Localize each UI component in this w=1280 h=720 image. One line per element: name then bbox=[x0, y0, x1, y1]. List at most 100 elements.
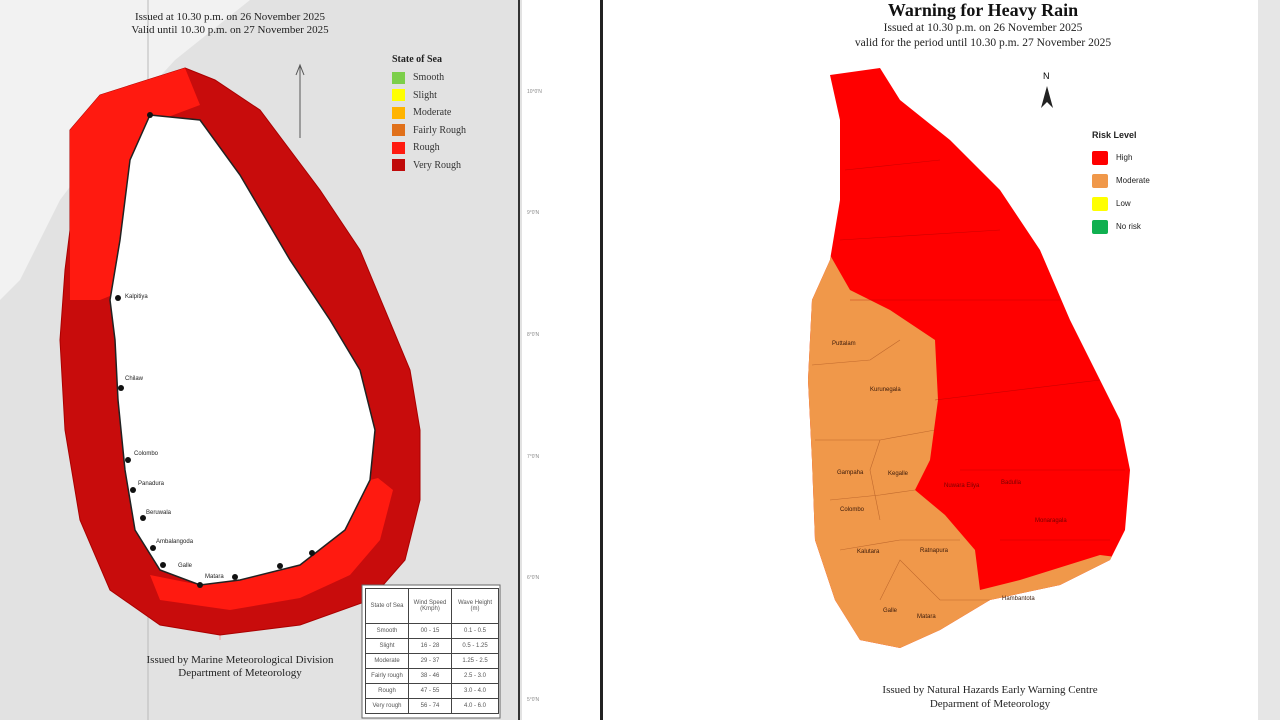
district-label: Badulla bbox=[1001, 480, 1022, 486]
table-cell: 56 - 74 bbox=[408, 698, 452, 714]
legend-swatch bbox=[1092, 219, 1108, 234]
legend-label: Smooth bbox=[413, 72, 445, 84]
legend-label: Moderate bbox=[413, 107, 452, 119]
table-cell: 1.25 - 2.5 bbox=[451, 653, 499, 669]
table-row: Very rough 56 - 74 4.0 - 6.0 bbox=[365, 698, 499, 714]
legend-swatch bbox=[392, 124, 405, 137]
table-row: Smooth 00 - 15 0.1 - 0.5 bbox=[365, 623, 499, 639]
district-label: Nuwara Eliya bbox=[944, 483, 980, 489]
legend-swatch bbox=[392, 106, 405, 119]
sea-state-map-panel: Issued at 10.30 p.m. on 26 November 2025… bbox=[0, 0, 522, 720]
place-label: Matara bbox=[205, 574, 224, 580]
table-row: Slight 16 - 28 0.5 - 1.25 bbox=[365, 638, 499, 654]
legend-swatch bbox=[1092, 196, 1108, 211]
table-header: State of Sea bbox=[365, 588, 409, 624]
sri-lanka-island bbox=[109, 114, 376, 586]
legend-title: State of Sea bbox=[392, 54, 442, 65]
legend-item: Slight bbox=[392, 87, 517, 105]
latitude-axis bbox=[522, 0, 600, 720]
lat-tick-label: 5°0'N bbox=[527, 697, 540, 703]
lat-tick-label: 7°0'N bbox=[527, 454, 540, 460]
lat-tick-label: 9°0'N bbox=[527, 210, 540, 216]
district-label: Kegalle bbox=[888, 471, 909, 477]
rain-footer-centre: Issued by Natural Hazards Early Warning … bbox=[882, 684, 1098, 696]
table-header: Wind Speed (Kmph) bbox=[408, 588, 452, 624]
rough-sea-zone-northwest bbox=[70, 68, 200, 300]
district-label: Colombo bbox=[840, 507, 865, 513]
legend-item: Rough bbox=[392, 139, 517, 157]
place-label: Colombo bbox=[134, 451, 159, 457]
table-cell: 0.5 - 1.25 bbox=[451, 638, 499, 654]
table-cell: 38 - 46 bbox=[408, 668, 452, 684]
legend-label: Low bbox=[1116, 199, 1131, 208]
legend-label: Moderate bbox=[1116, 176, 1150, 185]
place-label: Kalpitiya bbox=[125, 294, 148, 300]
table-cell: 3.0 - 4.0 bbox=[451, 683, 499, 699]
legend-label: Slight bbox=[413, 89, 437, 101]
legend-item: No risk bbox=[1092, 215, 1192, 238]
table-cell: Smooth bbox=[365, 623, 409, 639]
legend-item: Smooth bbox=[392, 69, 517, 87]
landmass-india bbox=[0, 0, 250, 300]
legend-label: Very Rough bbox=[413, 159, 462, 171]
right-edge bbox=[1258, 0, 1280, 720]
district-label: Matara bbox=[917, 614, 936, 620]
table-row: Rough 47 - 55 3.0 - 4.0 bbox=[365, 683, 499, 699]
district-label: Kurunegala bbox=[870, 387, 901, 393]
legend-item: Moderate bbox=[392, 104, 517, 122]
district-label: Gampaha bbox=[837, 470, 864, 476]
district-label: Hambantota bbox=[1002, 596, 1035, 602]
district-label: Puttalam bbox=[832, 341, 856, 347]
table-cell: 0.1 - 0.5 bbox=[451, 623, 499, 639]
legend-label: No risk bbox=[1116, 222, 1141, 231]
table-cell: Rough bbox=[365, 683, 409, 699]
rough-sea-zone-south bbox=[150, 478, 393, 610]
place-label: Chilaw bbox=[125, 376, 144, 382]
lat-tick-label: 8°0'N bbox=[527, 332, 540, 338]
legend-item: Low bbox=[1092, 192, 1192, 215]
table-cell: 47 - 55 bbox=[408, 683, 452, 699]
legend-label: High bbox=[1116, 153, 1133, 162]
risk-level-legend: Risk Level High Moderate Low No risk bbox=[1092, 130, 1192, 238]
legend-item: Moderate bbox=[1092, 169, 1192, 192]
table-header: Wave Height (m) bbox=[451, 588, 499, 624]
table-row: Fairly rough 38 - 46 2.5 - 3.0 bbox=[365, 668, 499, 684]
lat-tick-label: 10°0'N bbox=[527, 89, 542, 95]
district-label: Galle bbox=[883, 608, 898, 614]
legend-item: Fairly Rough bbox=[392, 122, 517, 140]
legend-swatch bbox=[1092, 150, 1108, 165]
legend-swatch bbox=[1092, 173, 1108, 188]
coastal-stations bbox=[115, 112, 315, 588]
sea-footer-division: Issued by Marine Meteorological Division bbox=[146, 654, 334, 666]
district-label: Ratnapura bbox=[920, 548, 949, 554]
sea-issued-text: Issued at 10.30 p.m. on 26 November 2025 bbox=[134, 11, 326, 23]
place-label: Panadura bbox=[138, 481, 165, 487]
legend-swatch bbox=[392, 141, 405, 154]
lat-tick-label: 6°0'N bbox=[527, 575, 540, 581]
district-label: Monaragala bbox=[1035, 518, 1067, 524]
sea-state-table: State of Sea Wind Speed (Kmph) Wave Heig… bbox=[365, 588, 499, 714]
table-cell: 16 - 28 bbox=[408, 638, 452, 654]
district-label: Kalutara bbox=[857, 549, 880, 555]
heavy-rain-map-panel: Warning for Heavy Rain Issued at 10.30 p… bbox=[603, 0, 1258, 720]
legend-label: Fairly Rough bbox=[413, 124, 467, 136]
panel-divider bbox=[600, 0, 603, 720]
rain-issued-text: Issued at 10.30 p.m. on 26 November 2025 bbox=[883, 22, 1083, 34]
sea-footer-department: Department of Meteorology bbox=[178, 667, 302, 679]
place-label: Ambalangoda bbox=[156, 539, 194, 545]
table-cell: 00 - 15 bbox=[408, 623, 452, 639]
legend-swatch bbox=[392, 71, 405, 84]
north-arrow-icon bbox=[295, 63, 305, 138]
sea-state-legend: State of Sea Smooth Slight Moderate Fairly … bbox=[392, 54, 517, 174]
table-row: Moderate 29 - 37 1.25 - 2.5 bbox=[365, 653, 499, 669]
table-cell: 2.5 - 3.0 bbox=[451, 668, 499, 684]
table-cell: Slight bbox=[365, 638, 409, 654]
table-cell: Very rough bbox=[365, 698, 409, 714]
sea-valid-text: Valid until 10.30 p.m. on 27 November 20… bbox=[131, 24, 329, 36]
legend-label: Rough bbox=[413, 142, 440, 154]
legend-item: High bbox=[1092, 146, 1192, 169]
place-label: Beruwala bbox=[146, 510, 172, 516]
table-cell: Fairly rough bbox=[365, 668, 409, 684]
legend-swatch bbox=[392, 159, 405, 172]
legend-swatch bbox=[392, 89, 405, 102]
